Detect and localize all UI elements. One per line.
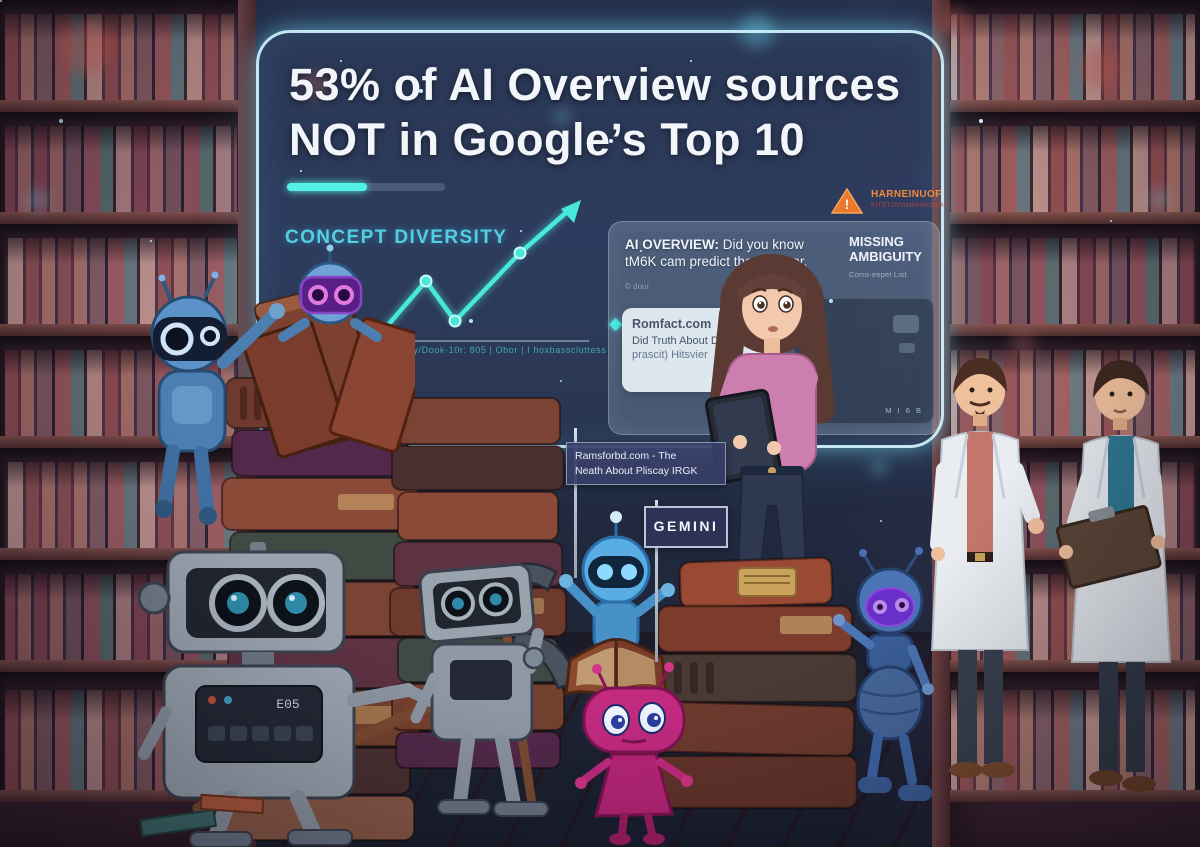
shelf-row	[942, 224, 1200, 336]
book-stack-right	[652, 556, 857, 810]
chart-point	[448, 314, 462, 328]
shelf-board	[942, 100, 1200, 112]
headline-line2: NOT in Google’s Top 10	[289, 114, 806, 165]
shelf-row	[942, 672, 1200, 802]
progress-track	[287, 183, 445, 191]
scientist-1	[930, 358, 1044, 778]
missing-ambiguity-title: MISSING AMBIGUITY	[849, 234, 922, 264]
flag-sign-line1: Ramsforbd.com - The	[575, 450, 677, 462]
book-spines	[951, 126, 1195, 212]
warning-label: HARNEINUOF	[871, 189, 942, 200]
headline-line1: 53% of AI Overview sources	[289, 59, 901, 110]
gemini-flag-pole	[655, 500, 658, 662]
bokeh-red	[60, 22, 112, 74]
scientist-2	[1055, 360, 1172, 792]
shelf-board	[0, 212, 246, 224]
bokeh-red	[1010, 330, 1036, 356]
shelf-row	[942, 112, 1200, 224]
cyan-diamond-icon	[609, 318, 622, 331]
antenna-glow	[610, 511, 622, 523]
bokeh-red	[940, 8, 966, 34]
robot-body	[856, 665, 924, 741]
book-spines	[5, 126, 237, 212]
bokeh-cyan	[872, 460, 886, 474]
progress-fill	[287, 183, 367, 191]
bokeh-cyan	[556, 110, 568, 122]
purple-visor-robot	[833, 547, 934, 801]
source-card-domain: Romfact.com	[632, 317, 712, 331]
source-card-line3: prascit) Hitsvier	[632, 349, 708, 361]
hair	[953, 358, 1007, 394]
chart-caption: Ocinisoloy/Dook-10r: 805 | Obor | I hoxb…	[371, 345, 607, 355]
robot-head	[582, 686, 686, 754]
climbing-robot	[150, 271, 285, 525]
holo-screen: 53% of AI Overview sources NOT in Google…	[256, 30, 950, 448]
book-spines	[951, 238, 1195, 324]
trend-line-chart	[371, 200, 589, 343]
spine-label	[780, 616, 832, 634]
missing-ambiguity-block: MISSING AMBIGUITY Corro-expel List	[849, 234, 933, 282]
left-robots-group	[150, 244, 415, 525]
book-spines	[5, 14, 237, 100]
book-spines	[951, 14, 1195, 100]
tilted-book	[328, 317, 415, 453]
spine-label	[338, 494, 394, 510]
panel-stamp: © dour	[625, 282, 650, 291]
bokeh-red	[1080, 48, 1122, 90]
shelf-board	[0, 100, 246, 112]
flag-sign-line2: Neath About Pliscay IRGK	[575, 464, 698, 477]
hand	[1059, 545, 1073, 559]
source-flag-sign: Ramsforbd.com - The Neath About Pliscay …	[566, 442, 726, 486]
purple-visor	[865, 587, 915, 627]
pink-robot	[575, 662, 693, 845]
bokeh-cyan	[28, 190, 48, 210]
hand	[1151, 535, 1165, 549]
bokeh-cyan	[1150, 190, 1168, 208]
headline: 53% of AI Overview sources NOT in Google…	[289, 57, 901, 167]
tilted-book	[241, 319, 349, 459]
svg-text:!: !	[845, 196, 850, 212]
shelf-row	[0, 0, 246, 112]
scientists-group	[930, 358, 1172, 792]
tablet-glyph-icon	[893, 315, 919, 333]
hair	[1093, 360, 1149, 398]
robot-hand	[522, 646, 546, 670]
grey-robot-2	[410, 562, 558, 817]
tablet-glyph-icon	[899, 343, 915, 353]
source-card-line2: Did Truth About DMB	[632, 335, 736, 347]
gemini-flag-sign: GEMINI	[644, 506, 728, 548]
warning-sublabel: KITETOVOMBHPIOIUNT	[871, 202, 950, 209]
robot-control-panel	[195, 685, 323, 763]
robot-panel-text: E05	[276, 697, 299, 712]
ai-overview-title: AI OVERVIEW:	[625, 237, 720, 252]
concept-diversity-label: CONCEPT DIVERSITY	[285, 227, 508, 248]
shelf-row	[0, 112, 246, 224]
chart-point	[419, 274, 433, 288]
shelf-board	[942, 324, 1200, 336]
shelf-board	[942, 790, 1200, 802]
bokeh-red	[300, 70, 330, 100]
tablet-label: M I 6 B	[885, 406, 923, 415]
shelf-board	[942, 212, 1200, 224]
chart-arrow-head	[561, 200, 581, 223]
perched-robot	[278, 244, 382, 342]
shirt	[967, 432, 993, 558]
robot-body	[594, 752, 674, 818]
missing-ambiguity-sub: Corro-expel List	[849, 270, 907, 279]
warning-triangle-icon: !	[831, 187, 863, 214]
shelf-row	[942, 0, 1200, 112]
hand	[1028, 518, 1044, 534]
chart-point	[513, 246, 527, 260]
sign-flag-pole	[574, 428, 577, 578]
